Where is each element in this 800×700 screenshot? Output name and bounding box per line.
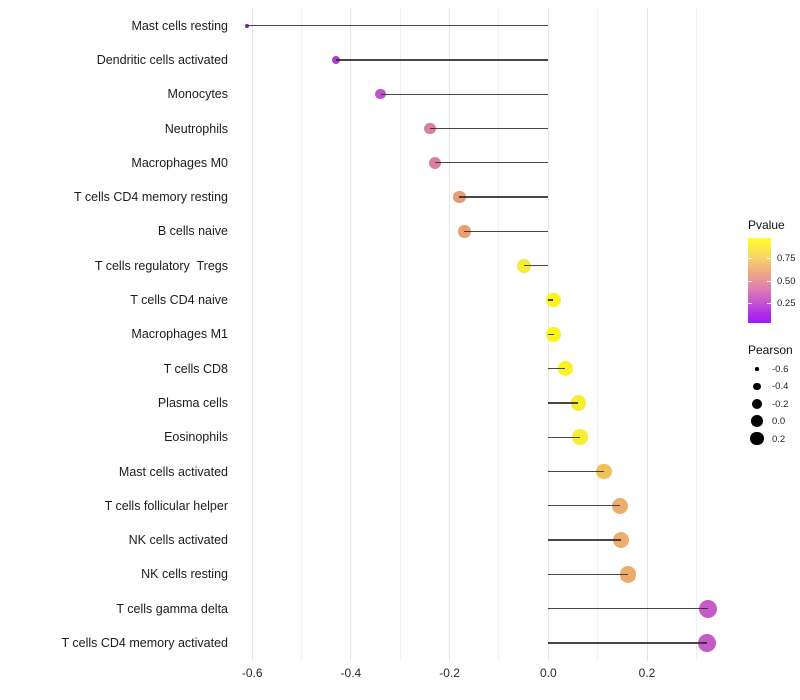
size-legend-key bbox=[752, 398, 762, 409]
lollipop-stem bbox=[548, 539, 621, 541]
category-label: T cells regulatory Tregs bbox=[94, 258, 228, 273]
gridline-major bbox=[350, 8, 352, 661]
lollipop-stem bbox=[336, 59, 549, 61]
category-label: Monocytes bbox=[167, 87, 228, 102]
category-label: Mast cells activated bbox=[118, 464, 228, 479]
lollipop-stem bbox=[548, 333, 554, 335]
lollipop-stem bbox=[247, 24, 549, 27]
x-axis-tick-label: -0.6 bbox=[241, 666, 263, 680]
gridline-minor bbox=[597, 8, 599, 661]
size-legend-label: 0.2 bbox=[772, 433, 786, 445]
gridline-minor bbox=[301, 8, 303, 661]
category-label: T cells follicular helper bbox=[104, 498, 228, 513]
lollipop-stem bbox=[548, 573, 628, 576]
lollipop-stem bbox=[548, 642, 708, 644]
category-label: T cells gamma delta bbox=[116, 601, 228, 616]
lollipop-dot bbox=[516, 258, 531, 273]
size-legend-label: -0.6 bbox=[772, 364, 789, 375]
gridline-minor bbox=[399, 8, 401, 661]
lollipop-stem bbox=[459, 196, 549, 198]
lollipop-stem bbox=[548, 299, 554, 301]
lollipop-dot bbox=[331, 55, 341, 65]
lollipop-stem bbox=[548, 608, 709, 610]
category-label: T cells CD8 bbox=[163, 361, 228, 376]
colorbar-tick bbox=[748, 257, 752, 259]
lollipop-dot bbox=[423, 122, 436, 135]
lollipop-dot bbox=[698, 634, 717, 652]
size-legend-key bbox=[753, 382, 761, 391]
lollipop-dot bbox=[545, 292, 561, 308]
category-label: Macrophages M1 bbox=[131, 327, 228, 342]
lollipop-stem bbox=[548, 505, 620, 507]
x-axis-tick-label: -0.4 bbox=[340, 666, 362, 680]
category-label: NK cells resting bbox=[141, 567, 228, 582]
lollipop-dot bbox=[458, 225, 471, 238]
pvalue-legend-title: Pvalue bbox=[748, 218, 785, 232]
colorbar-tick bbox=[767, 303, 771, 305]
category-label: Macrophages M0 bbox=[131, 155, 228, 170]
size-legend-label: 0.0 bbox=[772, 416, 786, 428]
category-label: T cells CD4 naive bbox=[130, 293, 228, 307]
lollipop-stem bbox=[548, 402, 579, 404]
category-label: B cells naive bbox=[157, 224, 228, 239]
x-axis-tick-label: -0.2 bbox=[439, 666, 460, 680]
lollipop-dot bbox=[570, 395, 587, 411]
gridline-minor bbox=[695, 8, 697, 661]
category-label: Plasma cells bbox=[157, 395, 228, 410]
colorbar-tick-label: 0.75 bbox=[777, 252, 796, 264]
lollipop-dot bbox=[557, 361, 573, 377]
lollipop-stem bbox=[429, 127, 549, 130]
lollipop-stem bbox=[548, 367, 566, 370]
category-label: Eosinophils bbox=[164, 430, 228, 445]
x-axis-tick-label: 0.0 bbox=[539, 666, 557, 680]
colorbar-tick bbox=[748, 303, 752, 305]
category-label: Mast cells resting bbox=[131, 18, 228, 33]
size-legend-key bbox=[755, 367, 759, 371]
pvalue-colorbar bbox=[748, 238, 771, 323]
gridline-major bbox=[449, 8, 451, 661]
category-label: Dendritic cells activated bbox=[96, 52, 228, 67]
pearson-legend-title: Pearson bbox=[748, 343, 793, 357]
gridline-minor bbox=[498, 8, 500, 661]
lollipop-dot bbox=[596, 463, 613, 480]
lollipop-dot bbox=[546, 326, 562, 342]
colorbar-tick bbox=[767, 257, 771, 259]
lollipop-stem bbox=[380, 93, 549, 95]
lollipop-dot bbox=[612, 531, 629, 549]
colorbar-tick-label: 0.25 bbox=[777, 298, 796, 310]
colorbar-tick-label: 0.50 bbox=[777, 275, 796, 287]
lollipop-stem bbox=[548, 470, 605, 473]
lollipop-dot bbox=[611, 497, 628, 514]
size-legend-key bbox=[751, 415, 763, 428]
size-legend-label: -0.4 bbox=[772, 381, 789, 393]
lollipop-dot bbox=[375, 89, 386, 100]
category-label: Neutrophils bbox=[164, 121, 228, 136]
category-label: NK cells activated bbox=[128, 533, 228, 548]
colorbar-tick bbox=[748, 280, 752, 282]
category-label: T cells CD4 memory activated bbox=[61, 636, 229, 650]
category-label: T cells CD4 memory resting bbox=[74, 190, 228, 205]
size-legend-key bbox=[750, 431, 764, 446]
colorbar-tick bbox=[767, 280, 771, 282]
gridline-major bbox=[646, 8, 648, 661]
lollipop-dot bbox=[453, 190, 466, 204]
lollipop-stem bbox=[434, 162, 549, 164]
lollipop-stem bbox=[523, 265, 549, 267]
lollipop-stem bbox=[548, 436, 580, 438]
x-axis-tick-label: 0.2 bbox=[638, 666, 656, 680]
size-legend-label: -0.2 bbox=[772, 398, 789, 410]
lollipop-stem bbox=[464, 230, 549, 233]
gridline-major bbox=[251, 8, 253, 661]
